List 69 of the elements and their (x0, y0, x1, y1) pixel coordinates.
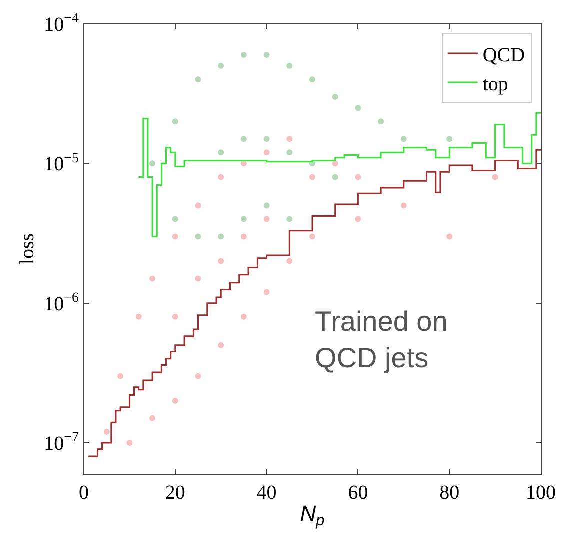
point (446, 136, 453, 142)
x-tick-label: 80 (440, 482, 460, 504)
point (355, 174, 362, 180)
point (355, 216, 362, 222)
point (332, 94, 338, 100)
point (446, 234, 453, 240)
legend-label: top (482, 73, 508, 96)
legend-label: QCD (482, 44, 526, 66)
point (195, 234, 202, 240)
point (355, 105, 362, 112)
point (400, 202, 407, 209)
point (195, 276, 202, 282)
y-tick-label: 10$^{−7}$ (44, 430, 79, 456)
x-tick-label: 100 (526, 482, 556, 504)
point (118, 373, 124, 380)
point (150, 160, 156, 167)
point (195, 202, 202, 209)
point (218, 258, 224, 264)
point (400, 136, 407, 142)
point (240, 234, 247, 240)
point (310, 234, 316, 240)
point (264, 202, 270, 209)
point (240, 314, 247, 320)
point (310, 76, 316, 83)
point (264, 136, 270, 142)
point (126, 440, 133, 446)
point (104, 428, 110, 435)
point (286, 258, 293, 264)
point (218, 150, 224, 156)
annotation: Trained on QCD jets (315, 306, 448, 374)
point (150, 415, 156, 422)
point (172, 398, 178, 404)
point (240, 136, 247, 142)
point (332, 174, 338, 180)
point (286, 150, 293, 156)
point (332, 160, 338, 167)
point (218, 174, 224, 180)
point (378, 118, 384, 125)
y-tick-label: 10$^{−4}$ (44, 12, 79, 36)
point (195, 373, 202, 380)
point (264, 52, 270, 58)
point (264, 216, 270, 222)
point (172, 118, 178, 125)
point (172, 314, 178, 320)
point (136, 314, 142, 320)
point (172, 234, 178, 240)
point (286, 136, 293, 142)
x-axis-title: N$_{p}$ (300, 500, 326, 530)
x-tick-label: 20 (165, 482, 186, 504)
point (218, 234, 224, 240)
point (310, 174, 316, 180)
y-axis-title: loss (16, 233, 39, 265)
point (172, 216, 178, 222)
point (492, 174, 498, 180)
point (286, 216, 293, 222)
x-tick-label: 40 (256, 482, 277, 504)
x-tick-label: 60 (348, 482, 368, 504)
point (150, 276, 156, 282)
point (286, 63, 293, 70)
point (240, 216, 247, 222)
x-tick-label: 0 (79, 482, 89, 504)
point (195, 76, 202, 83)
point (218, 63, 224, 70)
point (264, 150, 270, 156)
point (218, 342, 224, 348)
point (240, 52, 247, 58)
y-tick-label: 10$^{−6}$ (44, 290, 79, 316)
point (264, 289, 270, 296)
y-tick-label: 10$^{−5}$ (44, 151, 79, 176)
